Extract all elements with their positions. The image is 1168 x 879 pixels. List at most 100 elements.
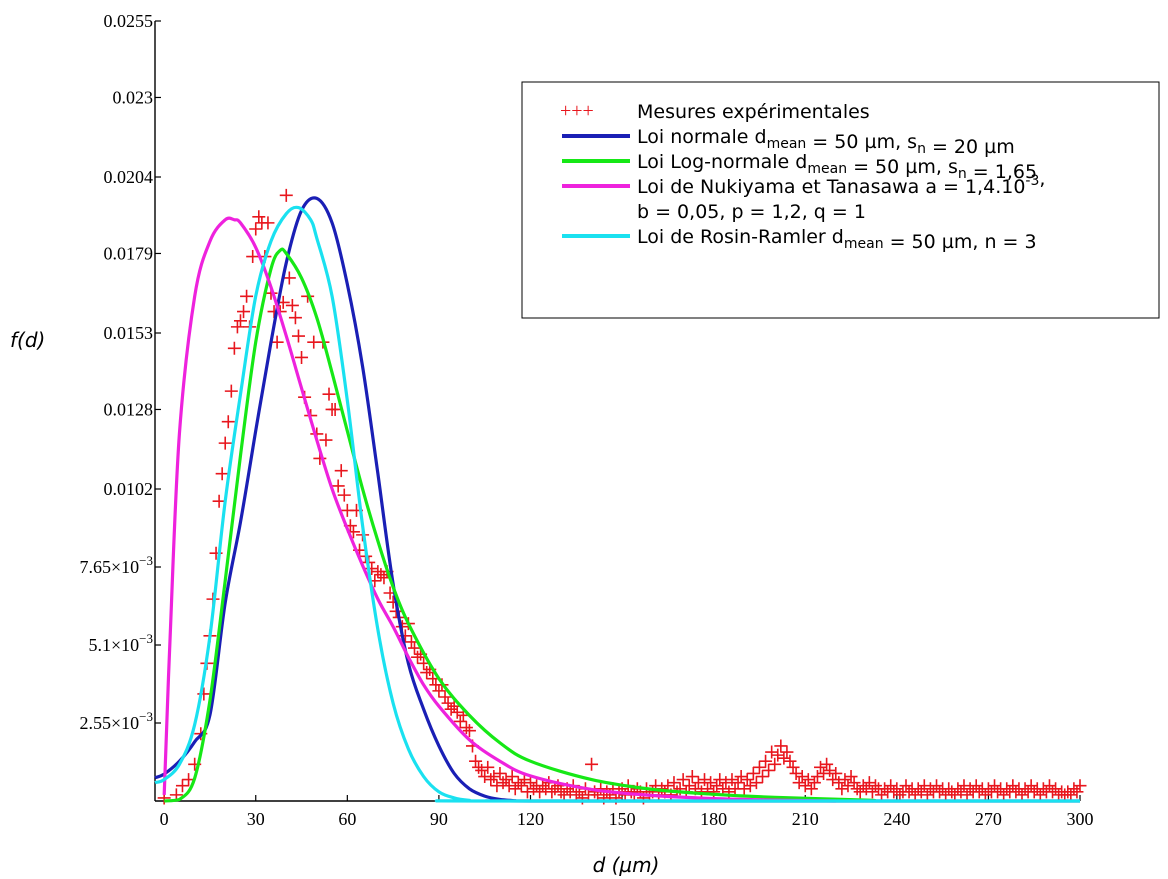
scatter-point (997, 788, 1011, 802)
scatter-point (930, 779, 944, 793)
legend-marker-plus: +++ (560, 100, 594, 122)
scatter-point (1006, 779, 1020, 793)
scatter-point (523, 776, 537, 790)
scatter-point (792, 776, 806, 790)
scatter-point (520, 785, 534, 799)
scatter-point (252, 210, 266, 224)
scatter-point (218, 436, 232, 450)
legend-box (521, 81, 1160, 319)
scatter-point (810, 770, 824, 784)
scatter-point (438, 690, 452, 704)
scatter-point (233, 314, 247, 328)
scatter-point (844, 770, 858, 784)
scatter-point (441, 696, 455, 710)
legend: +++ Mesures expérimentales Loi normale dme… (521, 81, 1160, 319)
x-tick-label: 300 (1067, 809, 1094, 829)
scatter-point (841, 779, 855, 793)
x-tick-label: 30 (247, 809, 265, 829)
scatter-point (756, 770, 770, 784)
series-layer (154, 188, 1087, 805)
y-tick-label: 5.1×10−3 (89, 631, 154, 655)
scatter-point (237, 305, 251, 319)
scatter-point (734, 770, 748, 784)
scatter-point (713, 773, 727, 787)
legend-entry-4: Loi de Rosin-Ramler dmean = 50 µm, n = 3 (562, 226, 1037, 253)
legend-entry-3: Loi de Nukiyama et Tanasawa a = 1,4.10-3… (562, 168, 1045, 223)
scatter-point (585, 757, 599, 771)
scatter-point (475, 763, 489, 777)
scatter-point (814, 760, 828, 774)
x-tick-label: 240 (883, 809, 910, 829)
scatter-point (807, 776, 821, 790)
scatter-point (481, 760, 495, 774)
scatter-point (1009, 785, 1023, 799)
scatter-point (704, 776, 718, 790)
series-line-2 (164, 247, 877, 803)
scatter-point (505, 770, 519, 784)
scatter-point (1015, 788, 1029, 802)
scatter-point (746, 766, 760, 780)
x-axis-title: d (µm) (593, 853, 660, 877)
scatter-point (685, 770, 699, 784)
scatter-point (737, 782, 751, 796)
scatter-point (716, 782, 730, 796)
scatter-point (762, 763, 776, 777)
scatter-point (221, 415, 235, 429)
scatter-point (771, 748, 785, 762)
y-tick-label: 0.0128 (104, 399, 154, 419)
scatter-point (978, 788, 992, 802)
scatter-point (740, 773, 754, 787)
y-tick-label: 0.0102 (104, 479, 154, 499)
scatter-point (453, 714, 467, 728)
scatter-point (291, 329, 305, 343)
scatter-point (972, 785, 986, 799)
scatter-point (707, 785, 721, 799)
scatter-point (374, 568, 388, 582)
scatter-point (933, 785, 947, 799)
scatter-point (1036, 782, 1050, 796)
scatter-point (795, 770, 809, 784)
scatter-point (862, 776, 876, 790)
scatter-point (533, 785, 547, 799)
scatter-point (411, 650, 425, 664)
scatter-point (783, 754, 797, 768)
scatter-point (459, 721, 473, 735)
legend-label: Loi de Nukiyama et Tanasawa a = 1,4.10-3… (637, 168, 1045, 198)
scatter-point (991, 785, 1005, 799)
scatter-point (249, 222, 263, 236)
scatter-point (777, 751, 791, 765)
legend-label-line2: b = 0,05, p = 1,2, q = 1 (637, 201, 866, 223)
scatter-point (981, 782, 995, 796)
scatter-point (908, 788, 922, 802)
scatter-point (240, 289, 254, 303)
y-tick-label: 7.65×10−3 (80, 553, 154, 577)
scatter-point (719, 776, 733, 790)
y-tick-label: 0.023 (113, 87, 154, 107)
scatter-point (988, 779, 1002, 793)
legend-label: Loi normale dmean = 50 µm, sn = 20 µm (637, 126, 1015, 158)
series-0 (157, 188, 1087, 805)
scatter-point (920, 788, 934, 802)
scatter-point (960, 788, 974, 802)
scatter-point (835, 782, 849, 796)
scatter-point (404, 635, 418, 649)
series-line-4 (154, 205, 1080, 803)
scatter-point (1049, 782, 1063, 796)
x-tick-label: 150 (609, 809, 636, 829)
y-ticks: 2.55×10−3 5.1×10−3 7.65×10−3 0.0102 0.0128 0.… (80, 11, 161, 733)
x-tick-label: 120 (517, 809, 544, 829)
scatter-point (175, 779, 189, 793)
scatter-point (691, 776, 705, 790)
x-tick-label: 270 (975, 809, 1002, 829)
scatter-point (667, 776, 681, 790)
scatter-point (954, 785, 968, 799)
scatter-point (331, 479, 345, 493)
scatter-point (911, 782, 925, 796)
legend-label: Loi de Rosin-Ramler dmean = 50 µm, n = 3 (637, 226, 1037, 253)
scatter-point (731, 776, 745, 790)
scatter-point (749, 776, 763, 790)
scatter-point (511, 776, 525, 790)
scatter-point (469, 754, 483, 768)
y-tick-label: 0.0255 (104, 11, 154, 31)
